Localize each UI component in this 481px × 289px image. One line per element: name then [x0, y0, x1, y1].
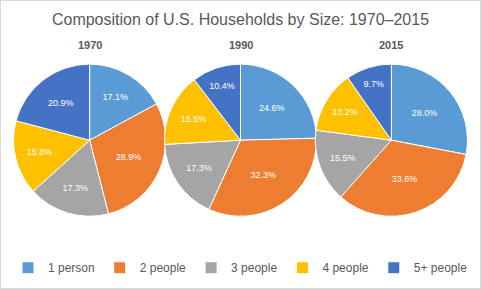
svg-text:33.6%: 33.6%: [392, 174, 418, 184]
svg-text:13.2%: 13.2%: [332, 107, 358, 117]
svg-text:17.3%: 17.3%: [186, 163, 212, 173]
svg-text:2015: 2015: [379, 39, 403, 51]
svg-text:2 people: 2 people: [140, 261, 186, 275]
svg-text:28.0%: 28.0%: [412, 108, 438, 118]
svg-text:9.7%: 9.7%: [364, 79, 385, 89]
svg-text:15.5%: 15.5%: [330, 153, 356, 163]
svg-text:17.1%: 17.1%: [103, 92, 129, 102]
svg-text:4 people: 4 people: [322, 261, 368, 275]
svg-text:10.4%: 10.4%: [209, 81, 235, 91]
svg-text:17.3%: 17.3%: [62, 183, 88, 193]
svg-text:28.9%: 28.9%: [116, 152, 142, 162]
svg-text:5+ people: 5+ people: [414, 261, 467, 275]
svg-text:20.9%: 20.9%: [48, 98, 74, 108]
svg-text:15.8%: 15.8%: [27, 147, 53, 157]
svg-text:1 person: 1 person: [48, 261, 95, 275]
svg-text:3 people: 3 people: [231, 261, 277, 275]
svg-text:32.3%: 32.3%: [250, 170, 276, 180]
svg-text:24.6%: 24.6%: [259, 103, 285, 113]
svg-text:1990: 1990: [229, 39, 253, 51]
svg-text:1970: 1970: [78, 39, 102, 51]
svg-text:15.5%: 15.5%: [181, 114, 207, 124]
svg-text:Composition of U.S. Households: Composition of U.S. Households by Size: …: [52, 11, 429, 28]
